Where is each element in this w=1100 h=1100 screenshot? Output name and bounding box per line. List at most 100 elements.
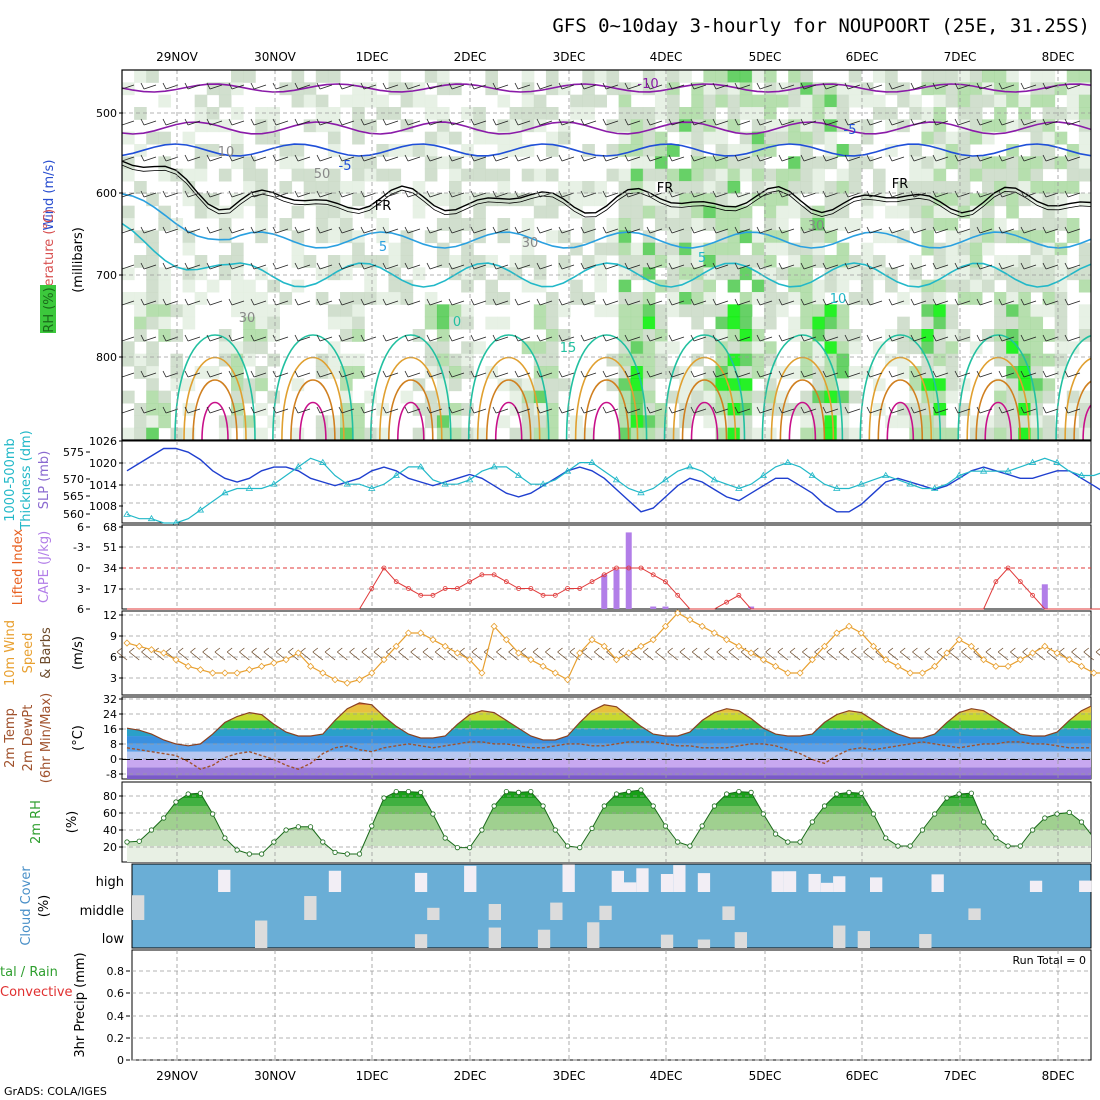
barb bbox=[496, 647, 507, 661]
rh-cell bbox=[885, 119, 898, 133]
rh-cell bbox=[1030, 255, 1044, 268]
cloud-row-label: middle bbox=[80, 904, 124, 919]
rh-marker bbox=[748, 789, 754, 796]
wind-barb bbox=[272, 154, 289, 162]
wind-marker bbox=[980, 656, 988, 664]
rh-cell bbox=[497, 218, 511, 231]
top-date-label: 8DEC bbox=[1042, 50, 1075, 64]
wind-barb bbox=[122, 408, 135, 414]
rh-cell bbox=[218, 341, 232, 355]
tick-label: 800 bbox=[96, 351, 117, 364]
upper-ylabel: (millibars) bbox=[71, 227, 86, 293]
temp-contour bbox=[122, 160, 1091, 214]
rh-marker bbox=[919, 827, 926, 833]
rh-cell bbox=[630, 119, 644, 133]
rh-cell bbox=[642, 341, 656, 355]
rh-cell bbox=[545, 403, 559, 416]
cloud-cell bbox=[599, 905, 612, 920]
rh-cell bbox=[630, 403, 644, 416]
wind-barb bbox=[470, 190, 487, 198]
rh-cell bbox=[340, 267, 353, 281]
wind-barb bbox=[1020, 298, 1037, 306]
thickness-marker bbox=[612, 476, 621, 483]
rh-cell bbox=[1030, 267, 1044, 281]
rh-cell bbox=[327, 168, 341, 182]
wind-barb bbox=[140, 298, 157, 306]
wind-barb bbox=[954, 334, 971, 342]
thickness-marker bbox=[319, 458, 327, 465]
rh-cell bbox=[715, 316, 729, 330]
li-marker bbox=[675, 592, 681, 598]
rh-cell bbox=[509, 427, 523, 440]
li-marker bbox=[418, 592, 424, 598]
wind-barb bbox=[294, 226, 311, 234]
rh-cell bbox=[594, 242, 607, 256]
rh-cell bbox=[497, 316, 511, 330]
rh-marker bbox=[846, 789, 852, 796]
wind-barb bbox=[382, 298, 399, 306]
rh-cell bbox=[582, 82, 595, 96]
rh-cell bbox=[812, 168, 826, 182]
temp-contour bbox=[122, 222, 1091, 288]
wind-barb bbox=[844, 406, 861, 414]
wind-barb bbox=[558, 262, 575, 270]
rh-cell bbox=[424, 304, 438, 318]
rh-marker bbox=[479, 827, 485, 833]
rh-cell bbox=[957, 279, 971, 293]
rh-cell bbox=[122, 341, 135, 355]
rh-cell bbox=[994, 218, 1007, 231]
rh-cell bbox=[921, 156, 935, 170]
rh-marker bbox=[760, 811, 766, 817]
rh-cell bbox=[763, 82, 777, 96]
rh-cell bbox=[776, 218, 789, 231]
wind-barb bbox=[122, 84, 135, 90]
rh-cell bbox=[606, 168, 620, 182]
barb bbox=[728, 647, 740, 661]
bottom-date-label: 8DEC bbox=[1042, 1069, 1075, 1083]
rh-cell bbox=[1018, 181, 1031, 194]
rh-cell bbox=[994, 255, 1007, 268]
rh-cell bbox=[485, 193, 498, 207]
rh-cell bbox=[449, 378, 462, 392]
rh-cell bbox=[969, 242, 983, 256]
rh-marker bbox=[418, 789, 424, 796]
rh-cell bbox=[836, 403, 850, 416]
rh-cell bbox=[303, 255, 317, 268]
rh-cell bbox=[642, 242, 656, 256]
rh-cell bbox=[703, 304, 717, 318]
thickness-label: 1000-500mb bbox=[3, 438, 18, 522]
rh-cell bbox=[691, 181, 704, 194]
tick-label: 40 bbox=[103, 824, 117, 837]
barb bbox=[545, 647, 556, 661]
wind-marker bbox=[270, 659, 278, 667]
upper-grid bbox=[122, 70, 1091, 440]
rh-cell bbox=[1042, 218, 1056, 231]
temp-contour bbox=[122, 121, 1091, 135]
rh-marker bbox=[858, 790, 864, 796]
wind-marker bbox=[1090, 669, 1098, 677]
rh-cell bbox=[1006, 292, 1019, 305]
contour-label: 30 bbox=[239, 311, 256, 326]
rh-cell bbox=[352, 304, 365, 318]
wind-barb bbox=[712, 118, 729, 126]
surface-contour bbox=[281, 356, 345, 440]
wind-barb bbox=[668, 118, 685, 126]
thickness-marker bbox=[416, 463, 425, 470]
rh-cell bbox=[800, 218, 813, 231]
thickness-marker bbox=[343, 480, 351, 487]
rh-marker bbox=[307, 824, 314, 830]
barb bbox=[153, 647, 164, 661]
rh-cell bbox=[231, 415, 244, 429]
wind-marker bbox=[625, 649, 633, 657]
rh-cell bbox=[1042, 205, 1056, 219]
rh-cell bbox=[933, 94, 947, 108]
rh-cell bbox=[449, 304, 462, 318]
rh-cell bbox=[836, 329, 850, 342]
rh-cell bbox=[654, 205, 668, 219]
cloud-cell bbox=[1029, 880, 1043, 892]
wind-barb bbox=[316, 154, 333, 162]
wind-barb bbox=[316, 226, 333, 234]
li-marker bbox=[650, 572, 656, 578]
rh-marker bbox=[944, 795, 950, 801]
